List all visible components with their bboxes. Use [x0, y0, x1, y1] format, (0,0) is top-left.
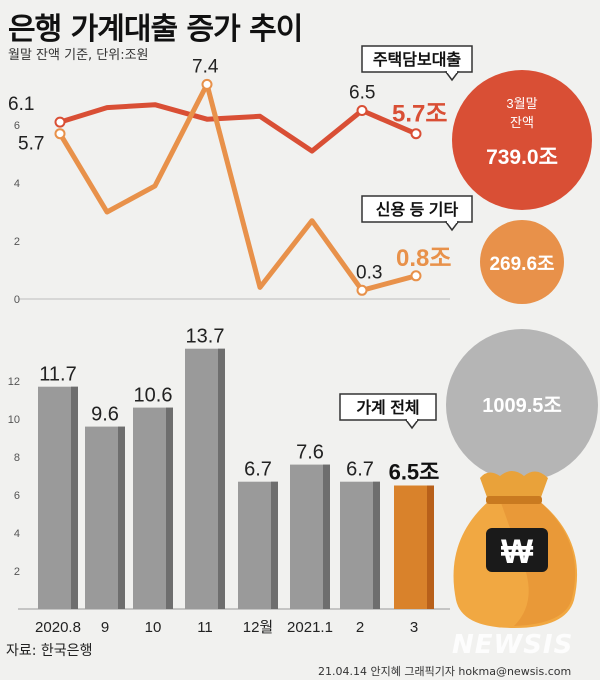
- bar-shade: [118, 426, 125, 609]
- line-y-tick-label: 2: [14, 236, 20, 248]
- credit-value-label: 7.4: [192, 56, 219, 77]
- legend-label: 가계 전체: [356, 398, 419, 417]
- won-plate: [486, 528, 548, 572]
- x-axis-label: 9: [101, 619, 109, 636]
- bar-value-label: 6.7: [346, 459, 374, 481]
- bar-shade: [323, 464, 330, 609]
- legend-mortgage: 주택담보대출: [361, 45, 473, 82]
- legend-box-tail: [444, 221, 460, 232]
- mortgage-balance-circle: [452, 70, 592, 210]
- line-y-tick-label: 6: [14, 120, 20, 132]
- credit-balance-circle: [480, 220, 564, 304]
- credit-value-label: 0.3: [356, 262, 382, 283]
- x-axis-label: 11: [197, 619, 213, 636]
- mortgage-value-label: 6.1: [8, 94, 34, 115]
- legend-box: [361, 45, 473, 73]
- mortgage-point: [54, 116, 66, 128]
- credit-balance-value: 269.6조: [489, 254, 554, 275]
- won-sign-icon: ₩: [501, 533, 534, 571]
- newsis-watermark: NEWSIS: [452, 630, 574, 660]
- credit-value-label: 0.8조: [396, 245, 451, 272]
- credit-line: 21.04.14 안지혜 그래픽기자 hokma@newsis.com: [318, 665, 572, 678]
- legend-box: [339, 393, 437, 421]
- bar-y-tick-label: 6: [14, 490, 20, 502]
- mortgage-point: [356, 105, 368, 116]
- legend-total: 가계 전체: [339, 393, 437, 430]
- legend-box: [361, 195, 473, 223]
- x-axis-label: 2: [356, 619, 364, 636]
- balance-label: 잔액: [510, 115, 534, 130]
- total-balance-circle: [446, 329, 598, 481]
- credit-point: [356, 284, 368, 296]
- bag-top: [480, 471, 548, 500]
- bar-shade: [71, 386, 78, 609]
- bar-shade: [166, 407, 173, 609]
- bar-y-tick-label: 12: [8, 376, 20, 388]
- page-subtitle: 월말 잔액 기준, 단위:조원: [8, 48, 149, 63]
- page-title: 은행 가계대출 증가 추이: [8, 12, 303, 47]
- source-note: 자료: 한국은행: [6, 643, 93, 659]
- balance-label: 3월말: [506, 96, 537, 111]
- mortgage-series-line: [57, 102, 419, 154]
- legend-box-tail: [444, 71, 460, 82]
- bar-shade: [271, 481, 278, 609]
- bar-y-tick-label: 8: [14, 452, 20, 464]
- mortgage-point: [410, 128, 422, 140]
- legend-box-tail: [404, 419, 420, 430]
- bar-y-tick-label: 2: [14, 566, 20, 578]
- legend-label: 주택담보대출: [373, 51, 462, 69]
- bar-shade: [373, 481, 380, 609]
- credit-series-line: [57, 81, 419, 293]
- mortgage-balance-value: 739.0조: [486, 146, 558, 169]
- credit-point: [54, 128, 66, 140]
- mortgage-value-label: 5.7조: [392, 101, 447, 128]
- legend-label: 신용 등 기타: [376, 201, 459, 219]
- x-axis-label: 10: [145, 619, 162, 636]
- bar-y-tick-label: 4: [14, 528, 20, 540]
- credit-point: [410, 270, 422, 282]
- bar-value-label: 6.7: [244, 459, 272, 481]
- line-y-tick-label: 4: [14, 178, 20, 190]
- total-balance-value: 1009.5조: [482, 395, 562, 417]
- x-axis-label: 2020.8: [35, 619, 81, 636]
- mortgage-value-label: 6.5: [349, 83, 375, 104]
- x-axis-label: 3: [410, 619, 418, 636]
- x-axis-label: 2021.1: [287, 619, 333, 636]
- bar-value-label: 7.6: [296, 442, 324, 464]
- line-y-tick-label: 0: [14, 294, 20, 306]
- bar-value-label: 9.6: [91, 404, 119, 426]
- bar-value-label: 10.6: [134, 385, 173, 407]
- bar-y-tick-label: 10: [8, 414, 20, 426]
- credit-value-label: 5.7: [18, 134, 44, 155]
- bar-value-label: 11.7: [39, 364, 76, 386]
- money-bag-won-icon: ₩: [453, 471, 578, 628]
- bar-value-label: 6.5조: [389, 460, 440, 485]
- x-axis-label: 12월: [243, 619, 274, 636]
- bag-tie: [486, 496, 542, 504]
- legend-credit: 신용 등 기타: [361, 195, 473, 232]
- bar-value-label: 13.7: [186, 326, 225, 348]
- credit-point: [201, 78, 213, 90]
- bar-shade: [427, 485, 434, 609]
- bar-shade: [218, 348, 225, 609]
